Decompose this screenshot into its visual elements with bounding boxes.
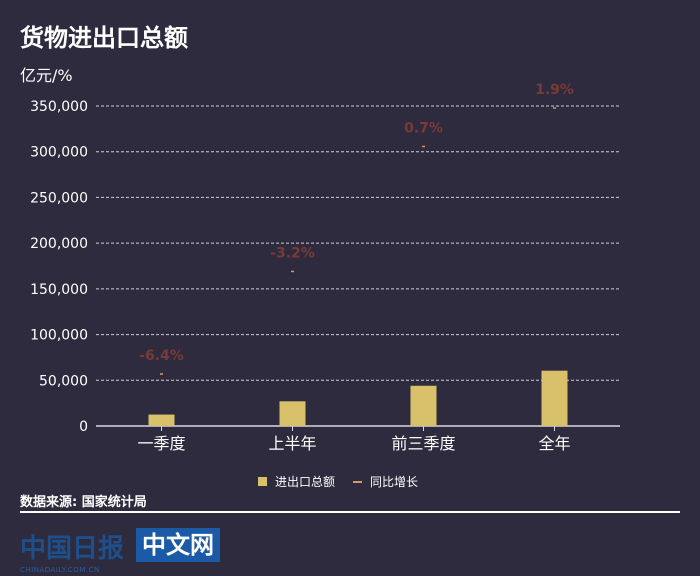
- unit-label: 亿元/%: [20, 66, 73, 85]
- bar: [541, 370, 568, 426]
- legend-label-line: 同比增长: [370, 475, 419, 489]
- x-tick-label: 前三季度: [391, 434, 455, 453]
- y-tick-label: 0: [79, 419, 88, 435]
- bar: [279, 401, 306, 426]
- y-tick-label: 100,000: [30, 328, 88, 344]
- x-tick-label: 一季度: [137, 434, 185, 453]
- legend: 进出口总额 同比增长: [258, 473, 436, 490]
- legend-swatch-bar: [258, 477, 267, 486]
- x-tick-label: 全年: [538, 434, 570, 453]
- y-tick-label: 350,000: [30, 99, 88, 115]
- logo: 中国日报 CHINADAILY.COM.CN 中文网: [20, 528, 221, 574]
- bar: [148, 414, 175, 426]
- logo-box: 中文网: [136, 528, 221, 562]
- source-note: 数据来源: 国家统计局: [20, 495, 147, 510]
- legend-item-bar[interactable]: 进出口总额: [258, 473, 335, 490]
- growth-data-label: -6.4%: [139, 348, 184, 364]
- growth-data-label: 1.9%: [535, 82, 574, 98]
- y-tick-label: 300,000: [30, 145, 88, 161]
- footer-divider: [20, 511, 680, 513]
- legend-item-line[interactable]: 同比增长: [353, 473, 418, 490]
- growth-data-label: 0.7%: [404, 120, 443, 136]
- legend-label-bar: 进出口总额: [275, 475, 336, 489]
- y-tick-label: 250,000: [30, 190, 88, 206]
- logo-subtext: CHINADAILY.COM.CN: [20, 566, 100, 574]
- y-tick-label: 50,000: [39, 373, 88, 389]
- legend-swatch-line: [353, 480, 363, 483]
- chart-svg: 0 50,000 100,000 150,000 200,000 250,000 300,0…: [30, 82, 620, 453]
- chart-title: 货物进出口总额: [20, 24, 188, 52]
- x-tick-label: 上半年: [268, 434, 316, 453]
- growth-data-label: -3.2%: [270, 245, 315, 261]
- logo-wordmark: 中国日报: [20, 534, 125, 564]
- y-tick-label: 200,000: [30, 236, 88, 252]
- y-tick-label: 150,000: [30, 282, 88, 298]
- bar: [410, 385, 437, 426]
